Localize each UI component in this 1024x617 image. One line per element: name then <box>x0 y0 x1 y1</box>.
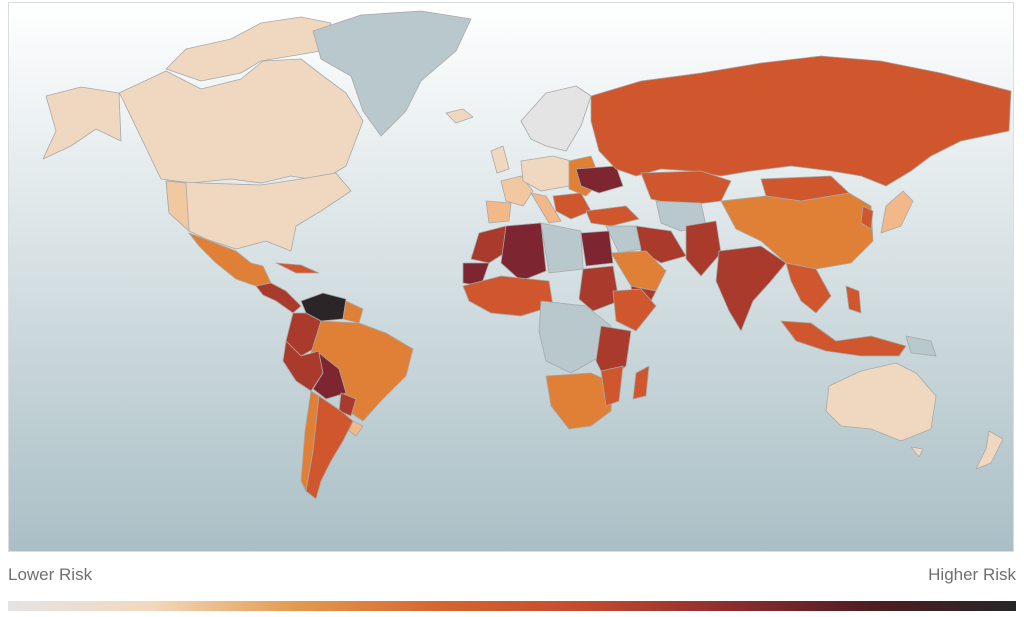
country-tasmania[interactable] <box>910 446 924 458</box>
region-southeast-asia[interactable] <box>785 262 832 314</box>
country-new-zealand[interactable] <box>975 430 1004 470</box>
country-philippines[interactable] <box>845 285 862 314</box>
country-algeria[interactable] <box>500 222 547 282</box>
country-uk[interactable] <box>490 145 510 174</box>
country-australia[interactable] <box>825 362 937 442</box>
country-usa[interactable] <box>165 172 352 252</box>
country-afghanistan-pakistan[interactable] <box>685 220 722 277</box>
country-france[interactable] <box>500 175 534 207</box>
region-scandinavia[interactable] <box>520 85 592 152</box>
region-middle-east[interactable] <box>605 225 642 254</box>
region-central-america[interactable] <box>255 282 302 314</box>
region-balkans[interactable] <box>552 192 592 220</box>
region-central-africa[interactable] <box>538 300 612 374</box>
country-india[interactable] <box>715 245 787 332</box>
country-sudan[interactable] <box>578 265 620 312</box>
country-korea[interactable] <box>860 205 874 230</box>
country-turkey[interactable] <box>585 205 640 227</box>
legend-color-scale <box>8 601 1016 611</box>
country-ethiopia-somalia[interactable] <box>612 288 657 332</box>
country-saudi-arabia[interactable] <box>610 250 667 292</box>
country-uruguay[interactable] <box>348 420 364 437</box>
country-russia[interactable] <box>590 55 1012 187</box>
legend-higher-risk-label: Higher Risk <box>928 565 1016 584</box>
country-argentina[interactable] <box>305 395 354 500</box>
country-usa-alaska[interactable] <box>42 86 122 160</box>
world-risk-map[interactable] <box>8 2 1014 552</box>
country-madagascar[interactable] <box>632 365 650 400</box>
region-west-africa[interactable] <box>462 275 554 317</box>
country-iceland[interactable] <box>445 108 474 124</box>
country-ukraine[interactable] <box>575 165 624 194</box>
country-italy[interactable] <box>530 192 562 224</box>
country-egypt[interactable] <box>580 230 614 267</box>
country-paraguay[interactable] <box>338 392 357 417</box>
country-mozambique[interactable] <box>600 365 624 407</box>
country-china[interactable] <box>720 192 874 270</box>
region-southern-africa[interactable] <box>545 372 614 430</box>
country-indonesia[interactable] <box>780 320 907 357</box>
country-cuba[interactable] <box>275 262 320 274</box>
country-japan[interactable] <box>880 190 914 234</box>
country-papua-new-guinea[interactable] <box>905 335 937 357</box>
country-bolivia[interactable] <box>312 352 347 400</box>
country-spain[interactable] <box>485 200 512 224</box>
legend-lower-risk-label: Lower Risk <box>8 565 93 584</box>
country-morocco[interactable] <box>470 225 512 264</box>
country-usa-west[interactable] <box>165 180 190 232</box>
country-greenland[interactable] <box>312 10 472 137</box>
